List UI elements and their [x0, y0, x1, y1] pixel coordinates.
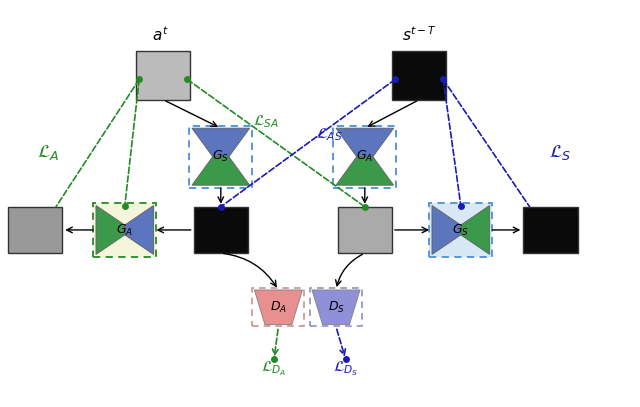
Text: $G_A$: $G_A$ [116, 222, 133, 238]
Text: $\mathcal{L}_{AS}$: $\mathcal{L}_{AS}$ [316, 126, 343, 143]
Text: $\mathcal{L}_{SA}$: $\mathcal{L}_{SA}$ [253, 114, 278, 131]
FancyBboxPatch shape [136, 51, 191, 100]
Polygon shape [336, 157, 394, 185]
Polygon shape [125, 206, 154, 254]
Polygon shape [336, 128, 394, 157]
Text: $D_S$: $D_S$ [328, 300, 344, 315]
Text: $D_A$: $D_A$ [270, 300, 287, 315]
Text: $\mathcal{L}_S$: $\mathcal{L}_S$ [549, 143, 571, 162]
Polygon shape [461, 206, 490, 254]
Text: $\mathcal{L}_A$: $\mathcal{L}_A$ [36, 143, 60, 162]
FancyBboxPatch shape [93, 203, 156, 257]
Polygon shape [255, 290, 302, 325]
Polygon shape [96, 206, 125, 254]
FancyBboxPatch shape [8, 207, 63, 253]
Text: $G_S$: $G_S$ [452, 222, 469, 238]
Polygon shape [192, 157, 250, 185]
FancyBboxPatch shape [338, 207, 392, 253]
FancyBboxPatch shape [524, 207, 578, 253]
Text: $G_S$: $G_S$ [212, 149, 229, 164]
FancyBboxPatch shape [193, 207, 248, 253]
Polygon shape [192, 128, 250, 157]
Text: $\mathcal{L}_{D_A}$: $\mathcal{L}_{D_A}$ [261, 359, 287, 378]
Text: $a^t$: $a^t$ [152, 25, 168, 44]
Text: $\mathcal{L}_{D_S}$: $\mathcal{L}_{D_S}$ [333, 359, 358, 378]
Text: $G_A$: $G_A$ [356, 149, 373, 164]
FancyBboxPatch shape [392, 51, 447, 100]
Polygon shape [312, 290, 360, 325]
Polygon shape [432, 206, 461, 254]
FancyBboxPatch shape [429, 203, 492, 257]
Text: $s^{t-T}$: $s^{t-T}$ [402, 25, 436, 44]
